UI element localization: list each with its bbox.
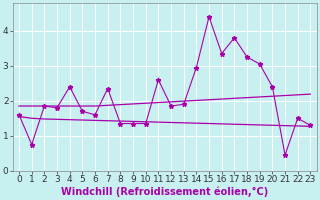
X-axis label: Windchill (Refroidissement éolien,°C): Windchill (Refroidissement éolien,°C) bbox=[61, 187, 268, 197]
